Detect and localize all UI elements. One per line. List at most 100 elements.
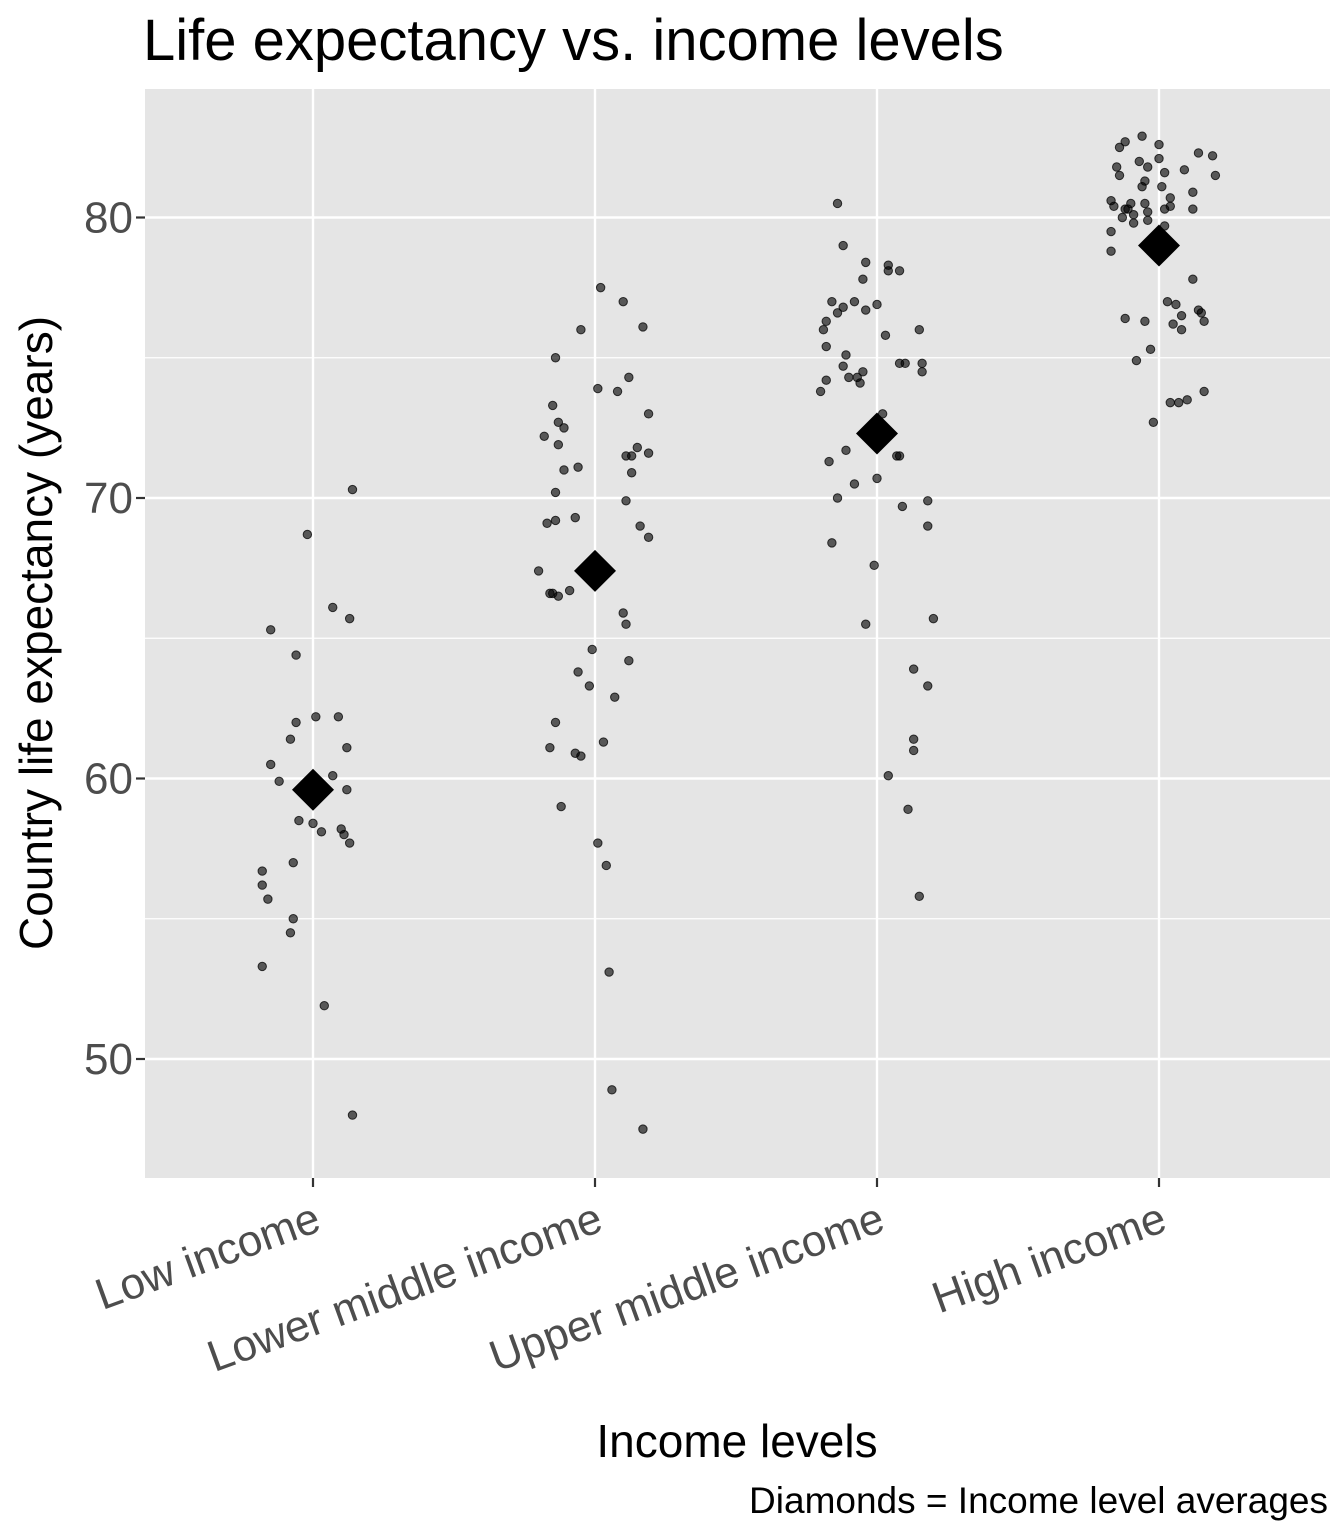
data-point — [815, 386, 826, 397]
data-point — [1165, 201, 1175, 211]
data-point — [1131, 355, 1142, 366]
data-point — [328, 770, 338, 781]
data-point — [302, 529, 313, 540]
data-point — [841, 445, 851, 456]
data-point — [553, 591, 564, 601]
data-point — [928, 613, 939, 624]
data-point — [1109, 201, 1119, 211]
data-point — [632, 442, 642, 453]
data-point — [556, 801, 566, 812]
data-point — [883, 770, 893, 781]
data-point — [288, 914, 298, 924]
data-point — [638, 1124, 648, 1134]
data-point — [832, 198, 843, 209]
data-point — [872, 299, 882, 310]
y-tick-label: 80 — [84, 194, 133, 243]
data-point — [838, 240, 848, 251]
data-point — [311, 712, 321, 722]
data-point — [342, 742, 352, 753]
data-point — [858, 274, 868, 284]
data-point — [855, 378, 865, 388]
data-point — [1143, 215, 1153, 226]
y-axis-title: Country life expectancy (years) — [10, 316, 62, 950]
data-point — [1188, 274, 1198, 284]
data-point — [587, 644, 597, 655]
data-point — [914, 325, 924, 335]
data-point — [1143, 162, 1153, 172]
data-point — [1112, 162, 1122, 172]
data-point — [1171, 299, 1181, 310]
data-point — [1106, 246, 1116, 256]
data-point — [827, 296, 837, 307]
data-point — [291, 650, 301, 660]
data-point — [618, 296, 628, 307]
data-point — [263, 894, 273, 904]
average-diamond — [856, 412, 898, 455]
data-point — [550, 487, 561, 498]
data-point — [861, 619, 871, 629]
data-point — [288, 857, 298, 868]
data-point — [319, 1001, 329, 1011]
data-point — [626, 468, 637, 478]
chart-title: Life expectancy vs. income levels — [143, 8, 1004, 73]
data-point — [908, 664, 919, 674]
chart-caption: Diamonds = Income level averages — [749, 1480, 1328, 1521]
x-tick-label: High income — [926, 1193, 1173, 1323]
data-point — [595, 282, 606, 293]
data-point — [1128, 218, 1139, 228]
data-point — [624, 655, 634, 666]
data-point — [1117, 212, 1128, 223]
data-point — [1143, 207, 1153, 217]
data-point — [883, 266, 893, 276]
data-point — [1179, 165, 1190, 175]
data-point — [1207, 151, 1218, 161]
data-point — [1188, 187, 1198, 197]
data-point — [553, 440, 564, 450]
data-point — [621, 619, 631, 629]
data-point — [643, 532, 654, 542]
data-point — [257, 961, 267, 972]
data-point — [923, 681, 933, 691]
data-point — [542, 518, 552, 528]
data-point — [347, 484, 358, 495]
data-point — [894, 451, 905, 461]
data-point — [880, 330, 891, 341]
data-point — [624, 372, 634, 383]
data-point — [550, 515, 561, 526]
data-point — [832, 493, 843, 503]
data-point — [643, 448, 654, 458]
data-point — [914, 891, 924, 902]
data-point — [576, 751, 586, 761]
data-point — [539, 431, 549, 441]
data-point — [821, 316, 831, 326]
data-point — [570, 512, 580, 523]
data-point — [923, 496, 933, 506]
y-tick-label: 60 — [84, 755, 133, 804]
average-diamond — [574, 549, 616, 592]
data-point — [618, 608, 628, 618]
data-point — [576, 325, 586, 335]
data-point — [643, 409, 654, 419]
data-point — [601, 860, 611, 871]
data-point — [1114, 170, 1125, 181]
x-tick-label: Low income — [89, 1193, 326, 1319]
data-point — [824, 456, 834, 467]
data-point — [1148, 417, 1159, 427]
data-point — [584, 681, 595, 691]
data-point — [1140, 198, 1150, 209]
data-point — [1145, 344, 1156, 355]
data-point — [917, 358, 927, 369]
y-tick-label: 70 — [84, 474, 133, 523]
data-point — [545, 742, 555, 753]
data-point — [1106, 226, 1116, 237]
data-point — [266, 625, 276, 635]
data-point — [1199, 386, 1209, 397]
data-point — [333, 712, 344, 722]
data-point — [827, 538, 837, 548]
data-point — [1154, 153, 1164, 164]
data-point — [877, 409, 888, 419]
data-point — [285, 734, 296, 744]
data-point — [573, 667, 583, 677]
